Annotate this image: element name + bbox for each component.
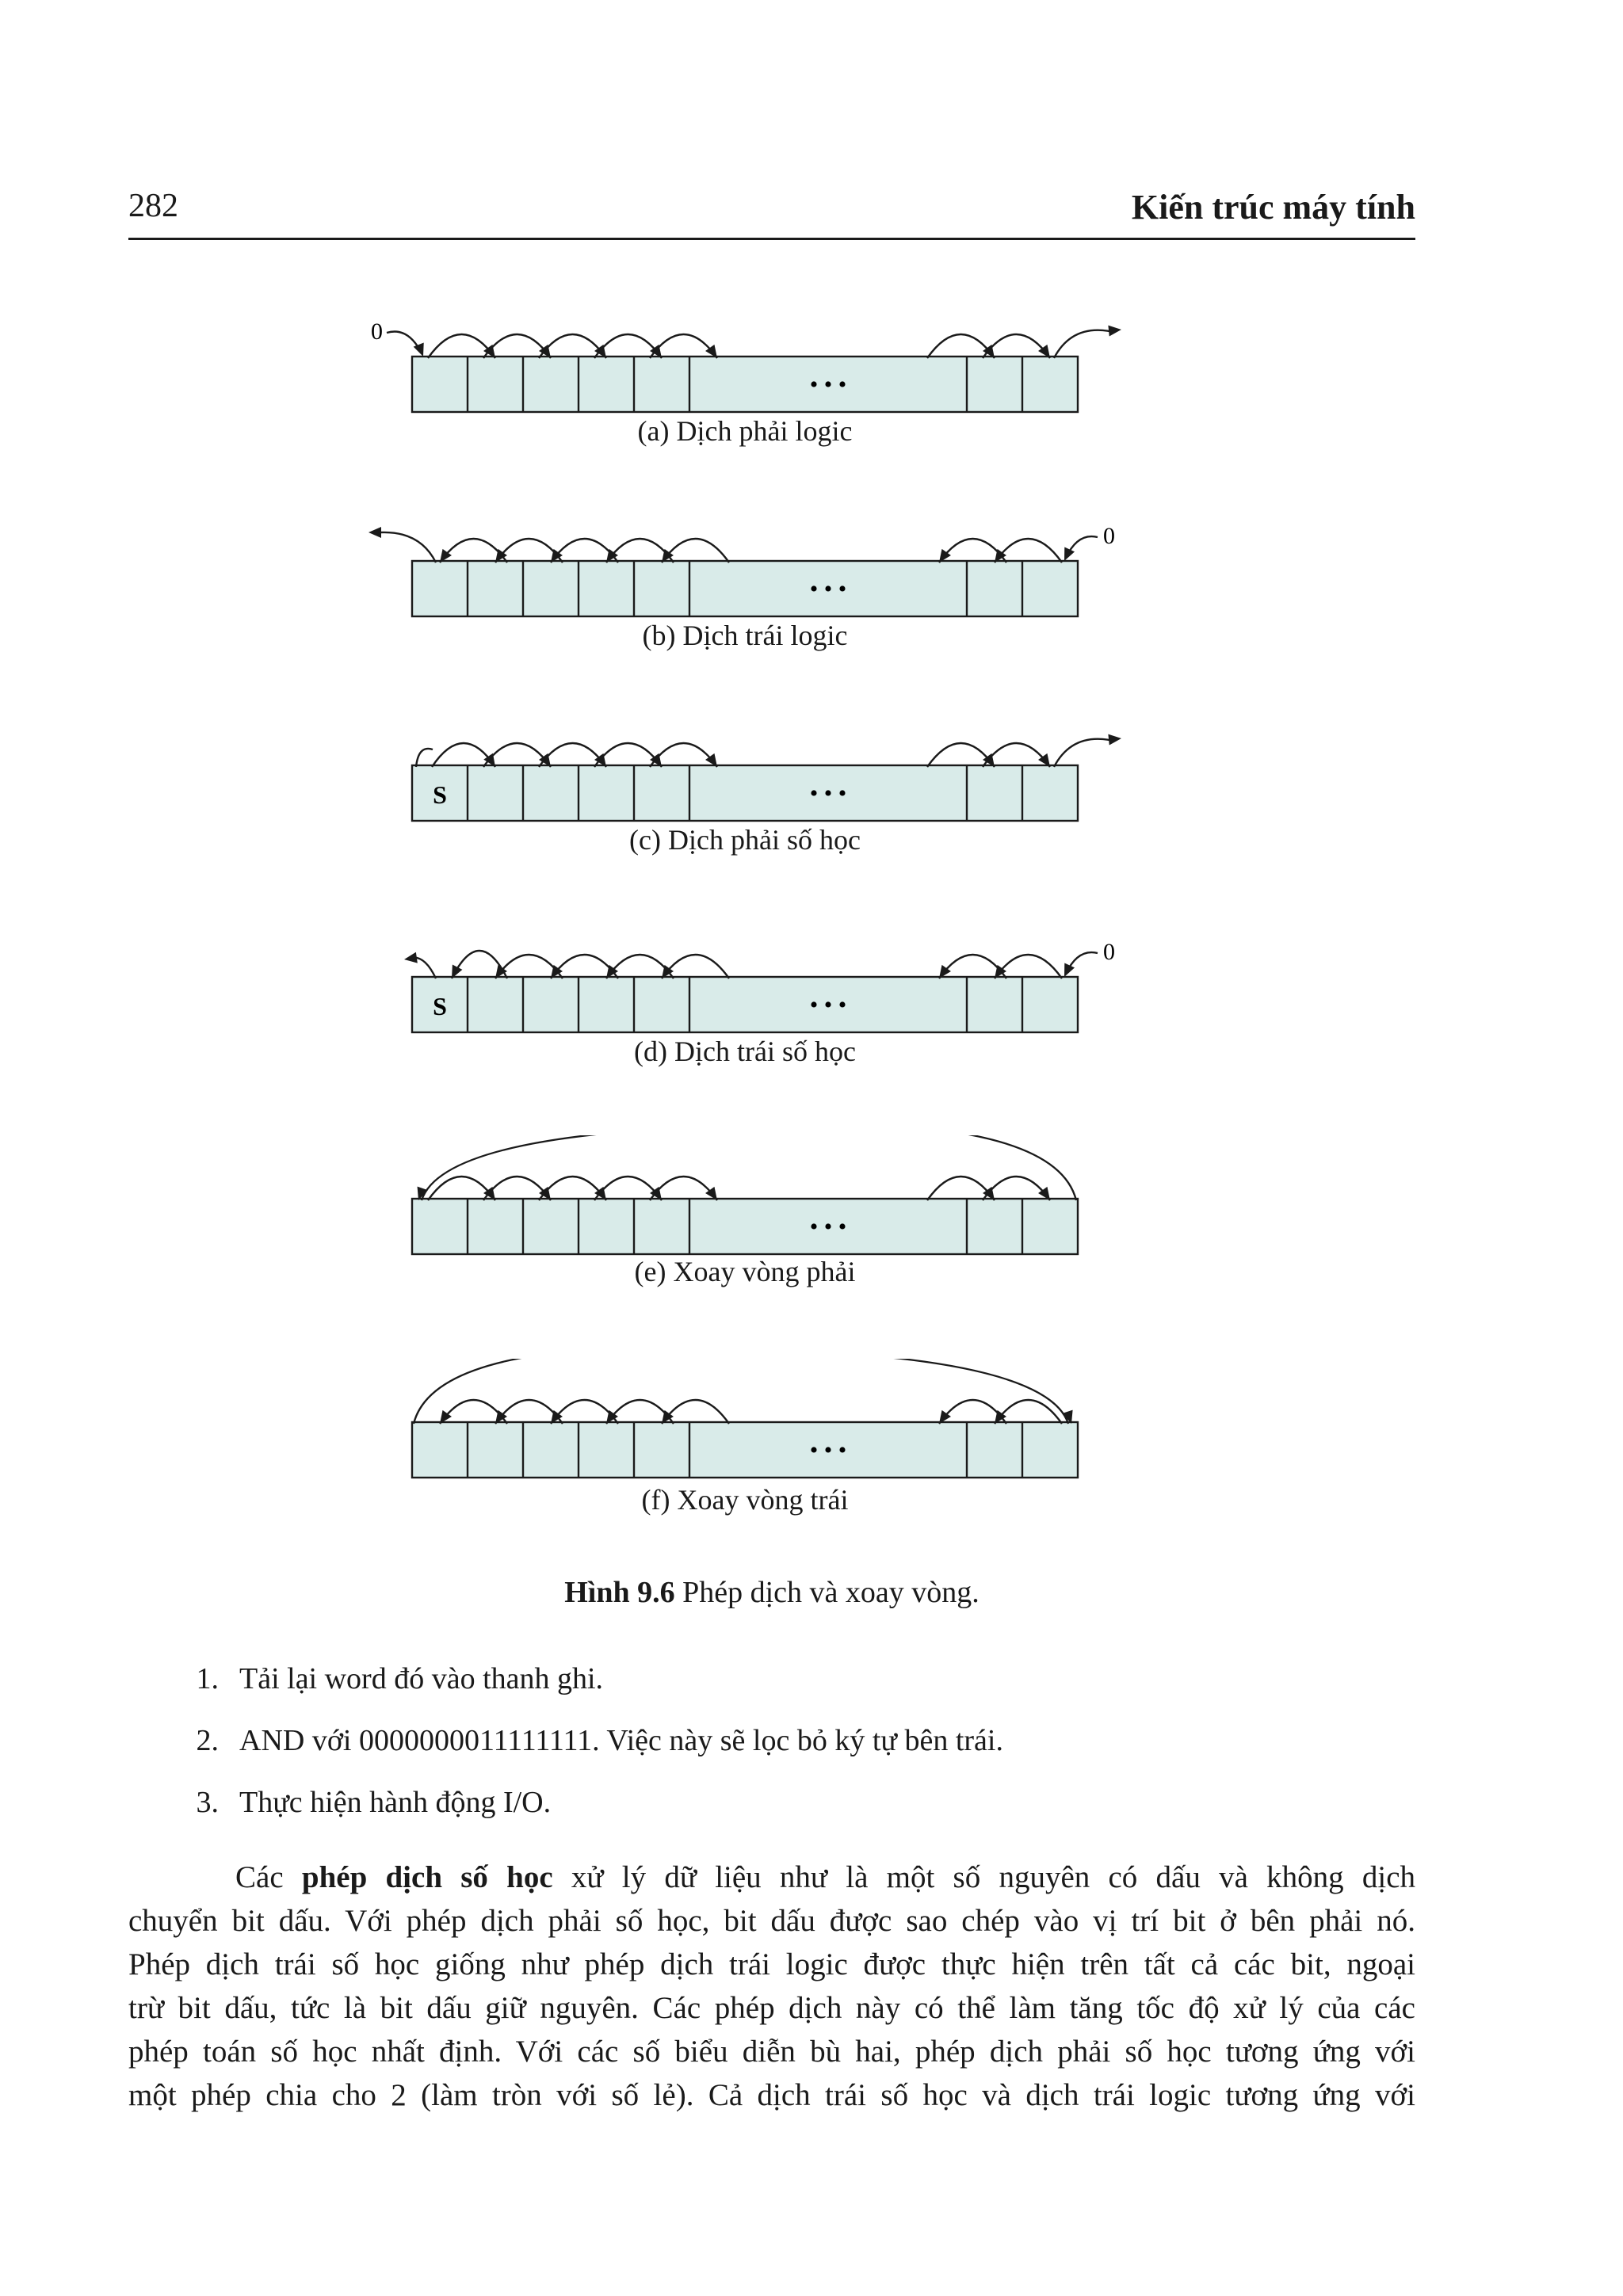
shift-arrow [1052, 329, 1110, 359]
figure-caption: Hình 9.6 Phép dịch và xoay vòng. [128, 1575, 1415, 1610]
arrowhead [1038, 344, 1050, 358]
panel-f-diagram: • • • [411, 1359, 1079, 1479]
register-box [411, 1197, 1079, 1256]
arrowhead [1062, 1409, 1073, 1424]
arrowhead [939, 548, 951, 563]
arrowhead [1108, 734, 1121, 746]
panel-c-diagram: • • • S [411, 734, 1121, 822]
shift-arrow [380, 531, 437, 563]
arrowhead [495, 964, 507, 978]
paragraph-line: phép toán số học nhất định. Với các số b… [128, 2035, 1415, 2069]
ellipsis-label: • • • [810, 780, 847, 807]
panel-d-diagram: • • • S 0 [404, 939, 1115, 1034]
arrowhead [606, 1409, 618, 1424]
input-bit-label: 0 [1103, 523, 1115, 549]
ellipsis-label: • • • [810, 1437, 847, 1463]
arrowhead [551, 548, 563, 563]
header-rule [128, 238, 1415, 240]
list-number: 1. [196, 1662, 220, 1695]
arrowhead [1038, 753, 1050, 767]
arrowhead [995, 548, 1006, 563]
paragraph-line: Các phép dịch số học xử lý dữ liệu như l… [128, 1855, 1415, 1899]
arrowhead [495, 1409, 507, 1424]
arrowhead [1108, 325, 1121, 337]
list-item: 1. Tải lại word đó vào thanh ghi. [128, 1648, 1415, 1710]
list-item: 2. AND với 0000000011111111. Việc này sẽ … [128, 1710, 1415, 1772]
ellipsis-label: • • • [810, 576, 847, 602]
ellipsis-label: • • • [810, 992, 847, 1018]
arrowhead [705, 1186, 717, 1200]
arrowhead [939, 964, 951, 978]
register-box [411, 559, 1079, 618]
panel-f-caption: (f) Xoay vòng trái [641, 1484, 849, 1516]
shift-arrow [414, 747, 433, 768]
arrowhead [551, 964, 563, 978]
arrowhead [413, 342, 424, 357]
list-number: 3. [196, 1786, 220, 1819]
panel-a-caption: (a) Dịch phải logic [637, 415, 853, 447]
arrowhead [705, 753, 717, 767]
figure-caption-text: Phép dịch và xoay vòng. [674, 1576, 980, 1609]
sign-bit-label: S [433, 780, 447, 809]
steps-list: 1. Tải lại word đó vào thanh ghi. 2. AND v… [128, 1648, 1415, 1833]
arrowhead [1038, 1186, 1050, 1200]
panel-b-caption: (b) Dịch trái logic [642, 620, 848, 651]
arrowhead [662, 548, 674, 563]
arrowhead [495, 548, 507, 563]
arrowhead [662, 964, 674, 978]
arrowhead [452, 964, 463, 978]
arrowhead [404, 952, 418, 963]
bold-term: phép dịch số học [301, 1860, 553, 1894]
rotate-arrow [420, 1135, 1078, 1201]
shift-arrow [1052, 738, 1110, 768]
arrowhead [606, 548, 618, 563]
panel-d-caption: (d) Dịch trái số học [634, 1035, 856, 1067]
arrowhead [606, 964, 618, 978]
ellipsis-label: • • • [810, 372, 847, 398]
text-run: Các [235, 1860, 302, 1894]
arrowhead [705, 344, 717, 358]
arrowhead [551, 1409, 563, 1424]
register-box [411, 975, 1079, 1034]
panel-a-diagram: • • • 0 [371, 318, 1121, 414]
paragraph-line: chuyển bit dấu. Với phép dịch phải số họ… [128, 1904, 1415, 1938]
panel-b-diagram: • • • 0 [369, 523, 1115, 618]
register-box [411, 355, 1079, 414]
panel-e-caption: (e) Xoay vòng phải [634, 1256, 856, 1287]
list-number: 2. [196, 1724, 220, 1757]
input-bit-label: 0 [1103, 939, 1115, 965]
arrowhead [417, 1186, 428, 1200]
arrowhead [440, 1409, 452, 1424]
panel-e-diagram: • • • [411, 1135, 1079, 1256]
arrowhead [995, 1409, 1006, 1424]
ellipsis-label: • • • [810, 1214, 847, 1240]
paragraph-line: Phép dịch trái số học giống như phép dịc… [128, 1947, 1415, 1981]
body-paragraph: Các phép dịch số học xử lý dữ liệu như l… [128, 1855, 1415, 2117]
sign-bit-label: S [433, 992, 447, 1020]
text-run: xử lý dữ liệu như là một số nguyên có dấ… [552, 1860, 1415, 1894]
list-text: AND với 0000000011111111. Việc này sẽ lọ… [239, 1724, 1003, 1757]
arrowhead [1064, 963, 1075, 977]
register-box [411, 1421, 1079, 1479]
arrowhead [1064, 547, 1075, 561]
list-item: 3. Thực hiện hành động I/O. [128, 1772, 1415, 1833]
arrowhead [440, 548, 452, 563]
book-title: Kiến trúc máy tính [1131, 188, 1415, 227]
figure-label: Hình 9.6 [564, 1576, 675, 1609]
page-number: 282 [128, 188, 178, 224]
arrowhead [995, 964, 1006, 978]
rotate-arrow [412, 1359, 1070, 1425]
arrowhead [939, 1409, 951, 1424]
shift-arrow [386, 330, 423, 354]
paragraph-line: một phép chia cho 2 (làm tròn với số lẻ)… [128, 2078, 1415, 2112]
arrowhead [369, 526, 382, 538]
list-text: Tải lại word đó vào thanh ghi. [239, 1662, 604, 1695]
panel-c-caption: (c) Dịch phải số học [629, 824, 861, 856]
paragraph-line: trừ bit dấu, tức là bit dấu giữ nguyên. … [128, 1991, 1415, 2025]
input-bit-label: 0 [371, 318, 383, 345]
list-text: Thực hiện hành động I/O. [239, 1786, 552, 1819]
arrowhead [662, 1409, 674, 1424]
register-box [411, 764, 1079, 822]
